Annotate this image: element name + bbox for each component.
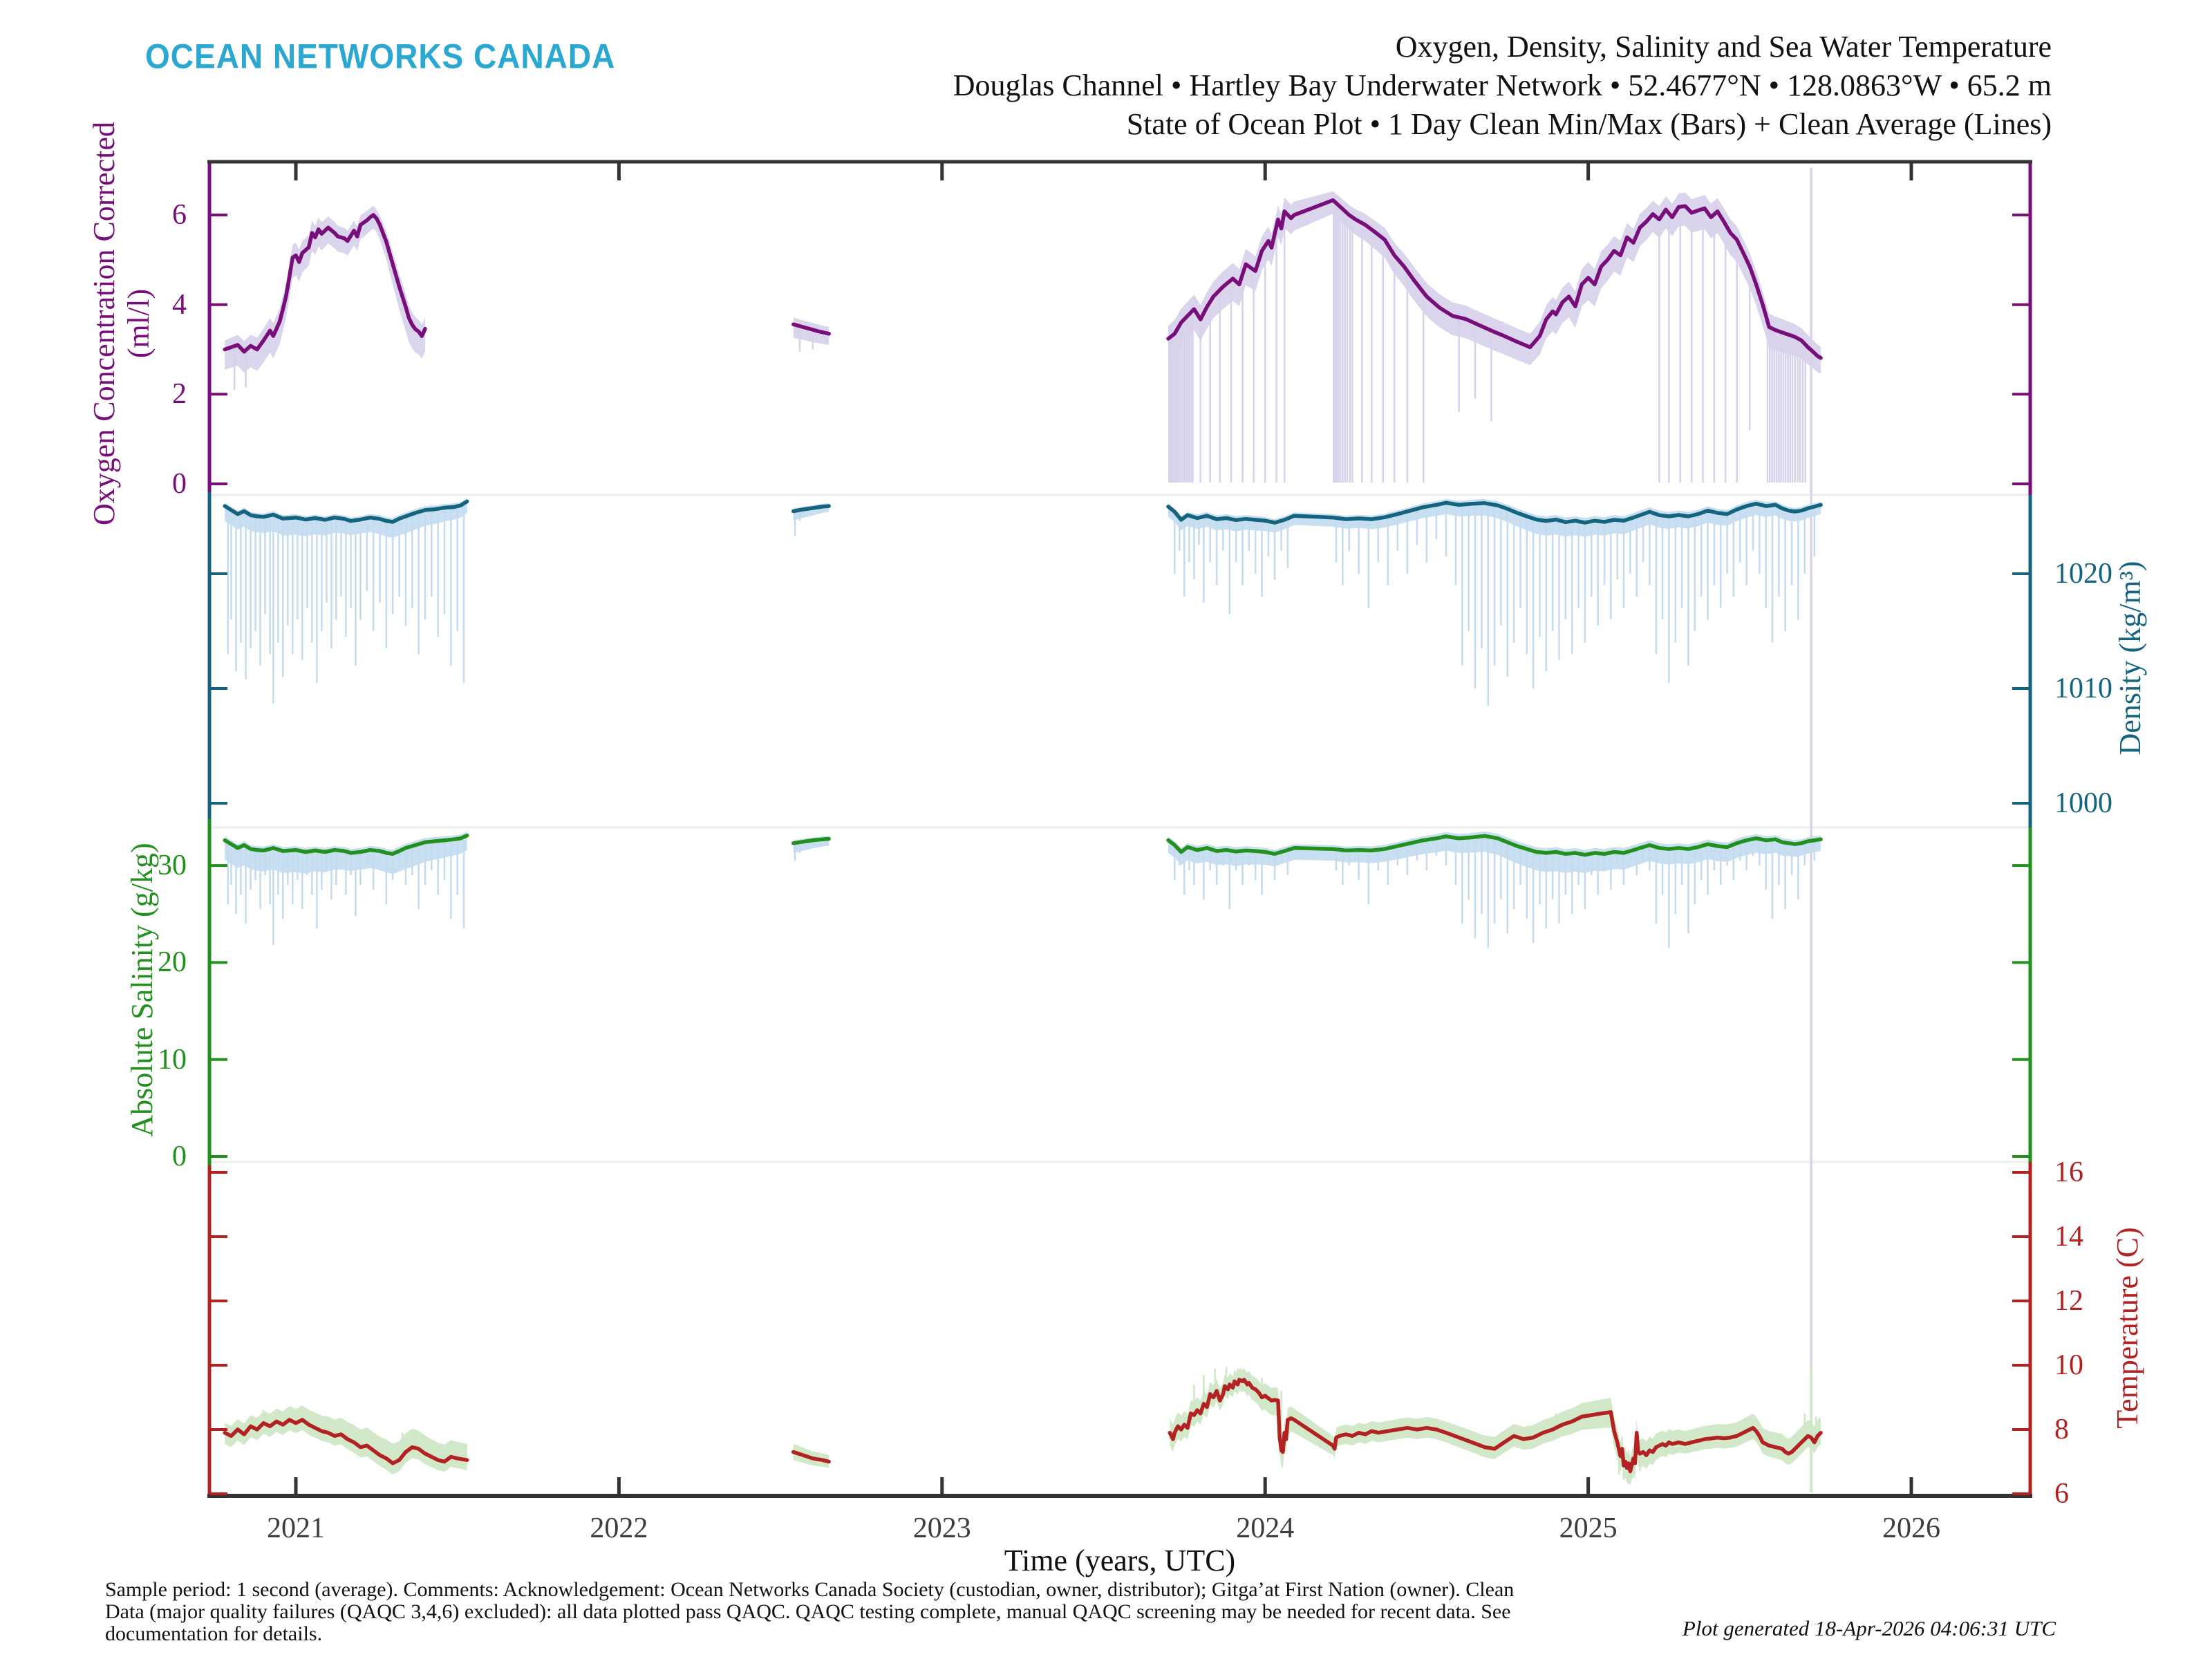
plot-title-line3: State of Ocean Plot • 1 Day Clean Min/Ma… bbox=[1126, 107, 2052, 141]
year-label: 2025 bbox=[1559, 1512, 1618, 1544]
plot-title-line1: Oxygen, Density, Salinity and Sea Water … bbox=[1395, 30, 2052, 64]
oxygen-tick-label: 6 bbox=[172, 199, 187, 232]
series-layer bbox=[223, 167, 1823, 1492]
oxygen-axis-label: Oxygen Concentration Corrected (ml/l) bbox=[87, 121, 156, 526]
temperature-tick-label: 6 bbox=[2054, 1478, 2069, 1510]
salinity-average-line bbox=[791, 836, 831, 845]
density-average-line bbox=[791, 504, 831, 514]
footer-line1: Sample period: 1 second (average). Comme… bbox=[105, 1578, 1515, 1601]
year-label: 2021 bbox=[267, 1512, 325, 1544]
footer-comments: Sample period: 1 second (average). Comme… bbox=[105, 1579, 1514, 1645]
temperature-tick-label: 16 bbox=[2054, 1156, 2083, 1188]
salinity-axis-label: Absolute Salinity (g/kg) bbox=[125, 843, 159, 1137]
plot-generated-timestamp: Plot generated 18-Apr-2026 04:06:31 UTC bbox=[1682, 1616, 2056, 1640]
year-label: 2026 bbox=[1882, 1512, 1940, 1544]
oxygen-minmax-band bbox=[793, 317, 830, 345]
ocean-networks-canada-logo: OCEAN NETWORKS CANADA bbox=[145, 37, 616, 76]
oxygen-tick-label: 0 bbox=[172, 468, 187, 500]
density-axis-label: Density (kg/m³) bbox=[2113, 561, 2147, 756]
salinity-tick-label: 10 bbox=[158, 1043, 187, 1076]
temperature-minmax-band bbox=[1170, 1368, 1821, 1487]
temperature-axis-label: Temperature (C) bbox=[2110, 1227, 2144, 1429]
oxygen-average-line bbox=[1166, 198, 1823, 360]
temperature-tick-label: 12 bbox=[2054, 1285, 2083, 1317]
salinity-average-line bbox=[1166, 834, 1823, 857]
year-label: 2023 bbox=[912, 1512, 971, 1544]
salinity-tick-label: 0 bbox=[172, 1141, 187, 1172]
temperature-tick-label: 10 bbox=[2054, 1349, 2083, 1381]
density-tick-label: 1010 bbox=[2054, 673, 2112, 704]
temperature-average-line bbox=[1168, 1378, 1823, 1474]
footer-line2: Data (major quality failures (QAQC 3,4,6… bbox=[105, 1600, 1511, 1623]
salinity-tick-label: 20 bbox=[158, 946, 187, 979]
temperature-tick-label: 14 bbox=[2054, 1221, 2083, 1253]
plot-title-line2: Douglas Channel • Hartley Bay Underwater… bbox=[953, 68, 2052, 102]
oxygen-tick-label: 4 bbox=[172, 288, 187, 321]
density-average-line bbox=[1166, 500, 1823, 525]
oxygen-average-line bbox=[223, 213, 427, 354]
x-axis-label: Time (years, UTC) bbox=[1004, 1544, 1236, 1577]
footer-line3: documentation for details. bbox=[105, 1622, 323, 1645]
oxygen-tick-label: 2 bbox=[172, 378, 187, 411]
density-tick-label: 1000 bbox=[2054, 787, 2112, 819]
temperature-tick-label: 8 bbox=[2054, 1414, 2069, 1445]
oxygen-minmax-band bbox=[1168, 191, 1821, 374]
plot-title-block: Oxygen, Density, Salinity and Sea Water … bbox=[953, 28, 2052, 144]
density-average-line bbox=[223, 499, 469, 524]
salinity-average-line bbox=[223, 833, 469, 856]
salinity-tick-label: 30 bbox=[158, 850, 187, 882]
temperature-average-line bbox=[791, 1450, 831, 1464]
year-label: 2024 bbox=[1236, 1512, 1295, 1544]
year-label: 2022 bbox=[590, 1512, 648, 1544]
oxygen-average-line bbox=[791, 322, 831, 336]
plot-area bbox=[207, 160, 2032, 1498]
density-tick-label: 1020 bbox=[2054, 558, 2112, 590]
temperature-average-line bbox=[223, 1418, 469, 1465]
